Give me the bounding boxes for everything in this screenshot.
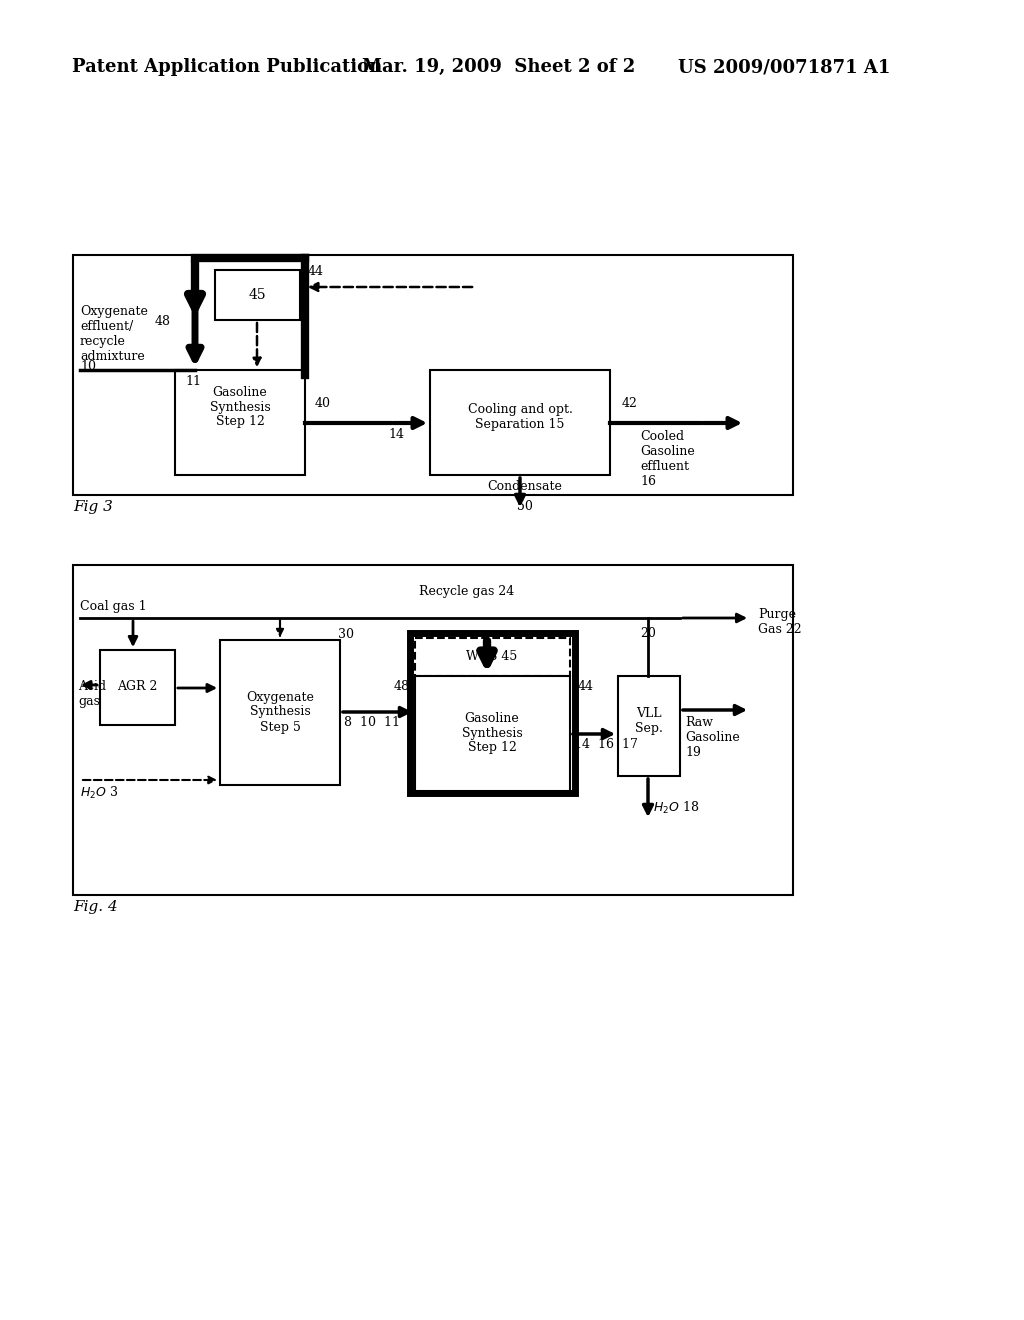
- Text: 48: 48: [394, 680, 410, 693]
- Text: Condensate: Condensate: [487, 480, 562, 492]
- Text: Mar. 19, 2009  Sheet 2 of 2: Mar. 19, 2009 Sheet 2 of 2: [362, 58, 635, 77]
- Text: 14: 14: [388, 428, 404, 441]
- Text: Cooling and opt.
Separation 15: Cooling and opt. Separation 15: [468, 403, 572, 432]
- Text: Patent Application Publication: Patent Application Publication: [72, 58, 382, 77]
- Text: 8  10  11: 8 10 11: [344, 715, 400, 729]
- Text: Gasoline
Synthesis
Step 12: Gasoline Synthesis Step 12: [462, 711, 522, 755]
- Text: Gasoline
Synthesis
Step 12: Gasoline Synthesis Step 12: [210, 385, 270, 429]
- Text: Oxygenate
effluent/
recycle
admixture: Oxygenate effluent/ recycle admixture: [80, 305, 147, 363]
- Text: Recycle gas 24: Recycle gas 24: [420, 585, 515, 598]
- Text: 11: 11: [185, 375, 201, 388]
- Text: $H_2O$ 3: $H_2O$ 3: [80, 785, 118, 801]
- Bar: [618, 676, 680, 776]
- Text: Raw
Gasoline
19: Raw Gasoline 19: [685, 715, 739, 759]
- Text: 40: 40: [315, 397, 331, 411]
- Text: 14  16  17: 14 16 17: [574, 738, 638, 751]
- Text: 50: 50: [517, 500, 532, 513]
- Bar: [415, 638, 570, 676]
- Text: 44: 44: [308, 265, 324, 279]
- Bar: [430, 370, 610, 475]
- Text: WGS 45: WGS 45: [466, 651, 517, 664]
- Text: AGR 2: AGR 2: [117, 681, 158, 693]
- Text: $H_2O$ 18: $H_2O$ 18: [653, 800, 699, 816]
- Bar: [175, 370, 305, 475]
- Bar: [415, 676, 570, 791]
- Bar: [215, 271, 300, 319]
- Bar: [410, 634, 575, 793]
- Text: 48: 48: [155, 315, 171, 327]
- Text: 44: 44: [578, 680, 594, 693]
- Bar: [100, 649, 175, 725]
- Text: Fig 3: Fig 3: [73, 500, 113, 513]
- Bar: [73, 255, 793, 495]
- Text: Acid
gas: Acid gas: [78, 680, 106, 708]
- Text: Cooled
Gasoline
effluent
16: Cooled Gasoline effluent 16: [640, 430, 694, 488]
- Bar: [73, 565, 793, 895]
- Text: 45: 45: [248, 288, 266, 302]
- Bar: [220, 640, 340, 785]
- Text: Fig. 4: Fig. 4: [73, 900, 118, 913]
- Text: Oxygenate
Synthesis
Step 5: Oxygenate Synthesis Step 5: [246, 690, 314, 734]
- Text: Purge
Gas 22: Purge Gas 22: [758, 609, 802, 636]
- Text: Coal gas 1: Coal gas 1: [80, 601, 146, 612]
- Text: VLL
Sep.: VLL Sep.: [635, 708, 663, 735]
- Text: 30: 30: [338, 628, 354, 642]
- Text: 10: 10: [80, 360, 96, 374]
- Text: 42: 42: [622, 397, 638, 411]
- Text: 20: 20: [640, 627, 656, 640]
- Text: US 2009/0071871 A1: US 2009/0071871 A1: [678, 58, 891, 77]
